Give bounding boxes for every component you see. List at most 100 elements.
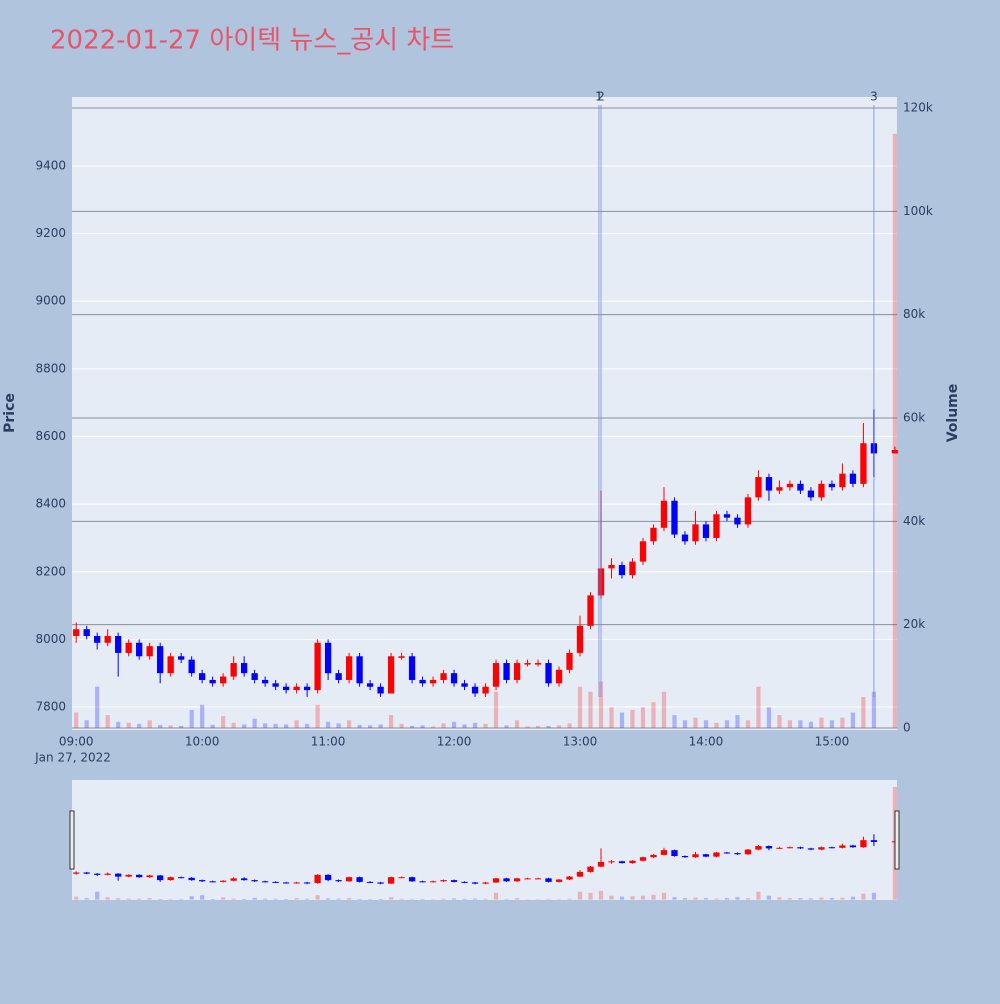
volume-bar [148,720,152,728]
slider-candle-body [472,882,478,883]
slider-candle-body [293,882,299,883]
slider-volume-bar [452,898,456,899]
slider-candle-body [251,880,257,881]
slider-volume-bar [284,899,288,900]
slider-volume-bar [158,899,162,900]
candle-body [692,524,698,541]
y2-tick-label: 0 [903,721,911,735]
slider-candle-body [608,861,614,862]
slider-candle-body [545,878,551,882]
slider-volume-bar [630,896,634,899]
candle-body [535,663,541,665]
x-tick-label: 13:00 [563,735,598,749]
volume-bar [704,720,708,728]
volume-bar [567,723,571,728]
slider-volume-bar [735,897,739,899]
slider-candle-body [566,877,572,880]
slider-volume-bar [567,899,571,900]
candle-body [356,656,362,683]
candle-body [461,683,467,686]
y-tick-label: 7800 [35,700,66,714]
slider-volume-bar [190,896,194,899]
slider-candle-body [871,840,877,842]
volume-bar [483,724,487,728]
slider-candle-body [745,850,751,855]
slider-candle-body [514,878,520,881]
volume-bar [725,720,729,728]
candle-body [168,656,174,673]
volume-bar [410,726,414,728]
slider-volume-bar [116,898,120,899]
volume-bar [179,726,183,728]
volume-bar [809,722,813,728]
slider-candle-body [766,846,772,848]
volume-bar [137,724,141,728]
candle-body [178,656,184,659]
slider-candle-body [199,880,205,881]
y-tick-label: 8800 [35,361,66,375]
volume-bar [305,724,309,728]
volume-bar [85,720,89,728]
slider-volume-bar [609,896,613,900]
x-tick-label: 15:00 [815,735,850,749]
volume-bar [693,718,697,728]
volume-bar [588,692,592,728]
slider-candle-body [598,862,604,867]
slider-volume-bar [704,898,708,899]
slider-candle-body [262,881,268,882]
y-tick-label: 8400 [35,497,66,511]
volume-bar [788,720,792,728]
candle-body [430,680,436,683]
slider-volume-bar [85,898,89,899]
slider-candle-body [640,857,646,861]
slider-volume-bar [578,892,582,900]
volume-bar [232,723,236,728]
y2-tick-label: 100k [903,204,933,218]
volume-bar [399,724,403,728]
y-tick-label: 9000 [35,294,66,308]
candle-body [587,595,593,625]
slider-candle-body [157,875,163,880]
slider-candle-body [84,872,90,873]
candle-body [157,646,163,673]
candle-body [377,687,383,694]
volume-bar [368,725,372,728]
volume-bar [798,720,802,728]
candle-body [640,541,646,561]
volume-bar [389,715,393,728]
candle-body [808,491,814,498]
volume-bar [630,710,634,728]
y2-axis-title: Volume [945,384,961,443]
volume-bar [106,715,110,728]
y-tick-label: 8200 [35,564,66,578]
candle-body [503,663,509,680]
slider-volume-bar [809,898,813,899]
slider-volume-bar [830,898,834,899]
candle-body [524,663,530,665]
volume-bar [337,723,341,728]
x-date-label: Jan 27, 2022 [34,751,111,765]
chart-title: 2022-01-27 아이텍 뉴스_공시 차트 [50,26,454,56]
slider-volume-bar [651,895,655,900]
slider-volume-bar [95,892,99,900]
slider-candle-body [189,878,195,880]
volume-bar [714,723,718,728]
candle-body [577,626,583,653]
slider-candle-body [388,877,394,883]
slider-volume-bar [137,899,141,900]
slider-candle-body [325,875,331,880]
slider-candle-body [493,878,499,882]
slider-volume-bar [441,899,445,900]
rangeslider-handle [70,811,74,869]
volume-bar [515,720,519,728]
volume-bar [851,713,855,729]
slider-volume-bar [357,899,361,900]
candle-body [94,636,100,643]
volume-bar [190,710,194,728]
slider-candle-body [713,853,719,857]
slider-volume-bar [767,896,771,900]
slider-candle-body [535,878,541,879]
slider-candle-body [818,847,824,849]
slider-candle-body [650,855,656,857]
